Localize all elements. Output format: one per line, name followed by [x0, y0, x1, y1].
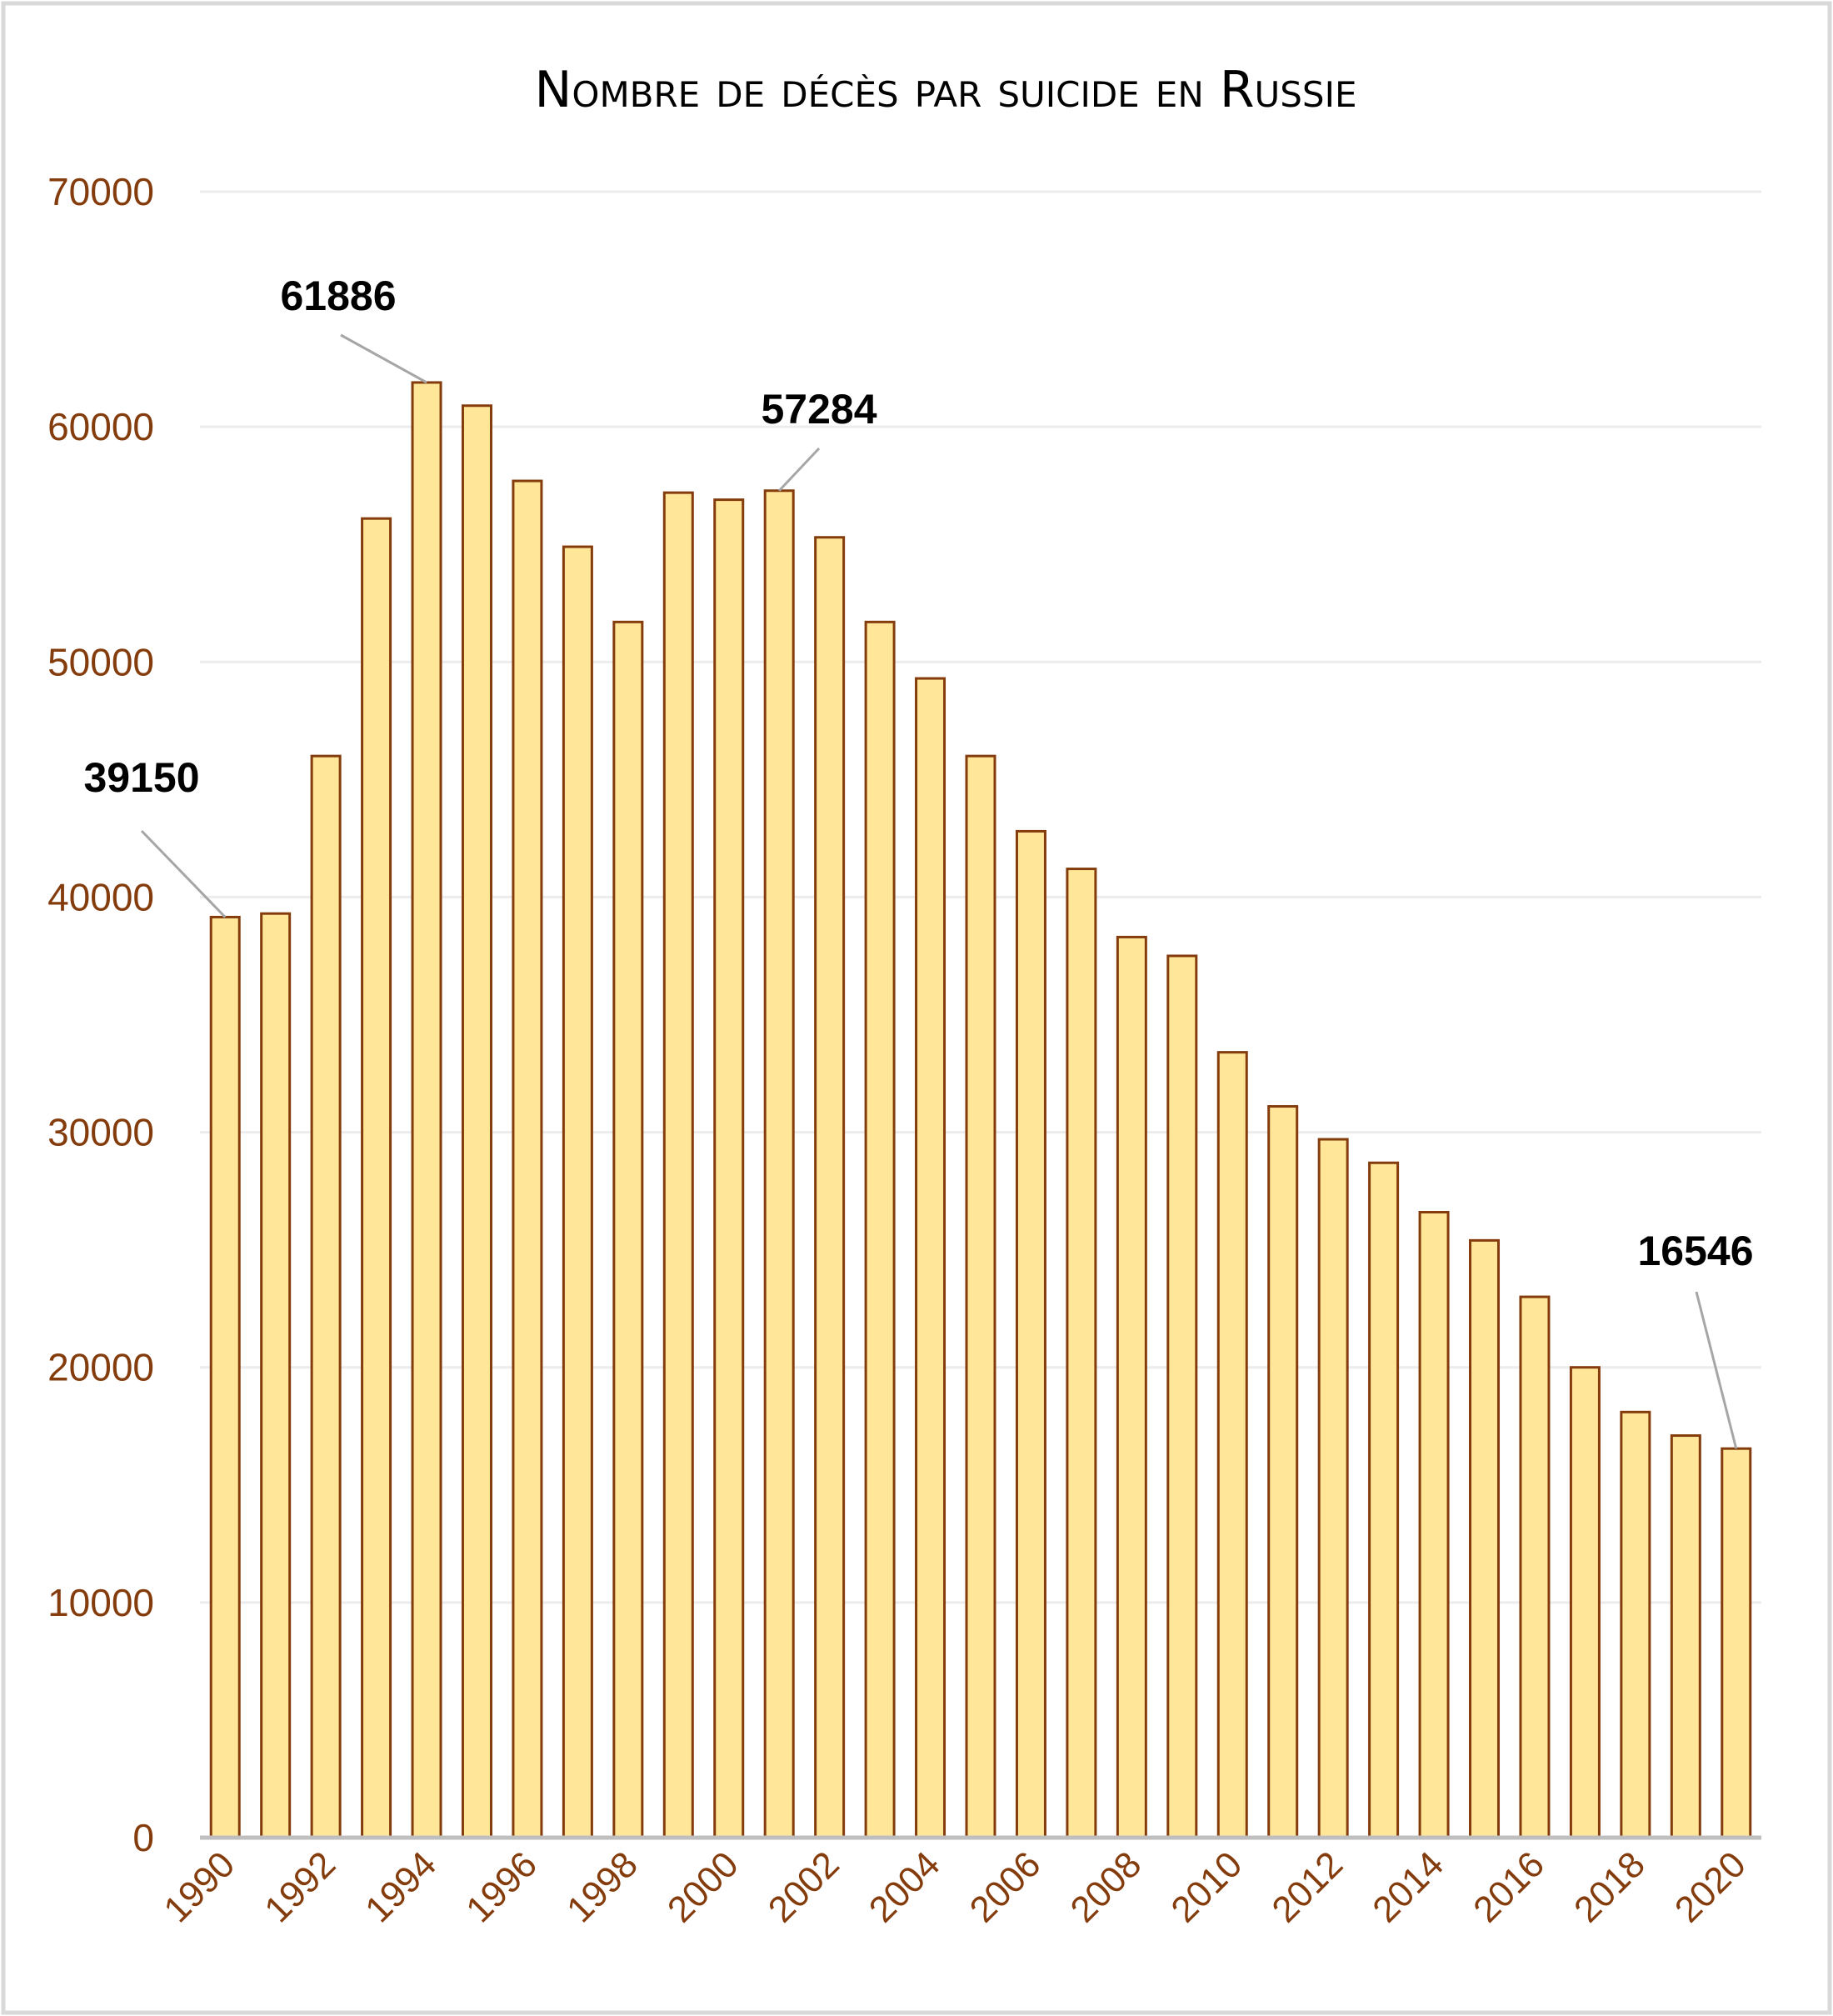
y-tick-label: 50000: [47, 640, 154, 683]
bar-2010: [1216, 1051, 1248, 1839]
bar-2014: [1418, 1211, 1450, 1839]
bar-2013: [1368, 1161, 1400, 1839]
leader-line: [140, 829, 227, 918]
leader-line: [1695, 1291, 1738, 1449]
bar-2007: [1066, 868, 1097, 1839]
bar-2018: [1620, 1410, 1651, 1839]
bar-1995: [461, 404, 492, 1839]
bar-2011: [1267, 1105, 1299, 1839]
y-tick-label: 0: [132, 1816, 154, 1859]
bar-2012: [1317, 1138, 1349, 1839]
bar-2019: [1670, 1434, 1701, 1839]
bar-2020: [1721, 1447, 1752, 1839]
bar-2001: [763, 489, 795, 1839]
bar-2009: [1166, 954, 1198, 1839]
bar-2015: [1469, 1238, 1501, 1839]
bar-2005: [965, 754, 996, 1839]
y-tick-label: 30000: [47, 1111, 154, 1154]
bar-1991: [260, 912, 292, 1839]
bar-1990: [209, 915, 241, 1839]
bar-2016: [1519, 1295, 1551, 1839]
y-tick-label: 70000: [47, 170, 154, 213]
bar-1992: [310, 754, 342, 1839]
bar-2004: [915, 677, 946, 1839]
bar-1997: [562, 545, 593, 1839]
bar-1994: [411, 381, 442, 1839]
bar-2003: [864, 620, 896, 1839]
data-label-1994: 61886: [280, 273, 396, 319]
leader-line: [340, 333, 427, 384]
data-label-2020: 16546: [1637, 1228, 1753, 1274]
bar-1993: [361, 517, 392, 1839]
bar-2002: [814, 536, 846, 1839]
y-tick-label: 60000: [47, 405, 154, 448]
bar-2017: [1569, 1366, 1601, 1839]
bar-1999: [662, 491, 694, 1839]
y-tick-label: 20000: [47, 1346, 154, 1389]
data-label-2001: 57284: [761, 386, 877, 433]
bar-1998: [612, 620, 644, 1839]
y-tick-label: 40000: [47, 875, 154, 918]
bar-2008: [1116, 935, 1147, 1839]
bar-2006: [1015, 829, 1046, 1839]
chart-title: Nombre de décès par suicide en Russie: [535, 61, 1357, 119]
leader-line: [778, 447, 821, 492]
y-tick-label: 10000: [47, 1581, 154, 1624]
data-label-1990: 39150: [83, 754, 199, 801]
bar-1996: [512, 479, 543, 1839]
bar-2000: [713, 498, 745, 1839]
